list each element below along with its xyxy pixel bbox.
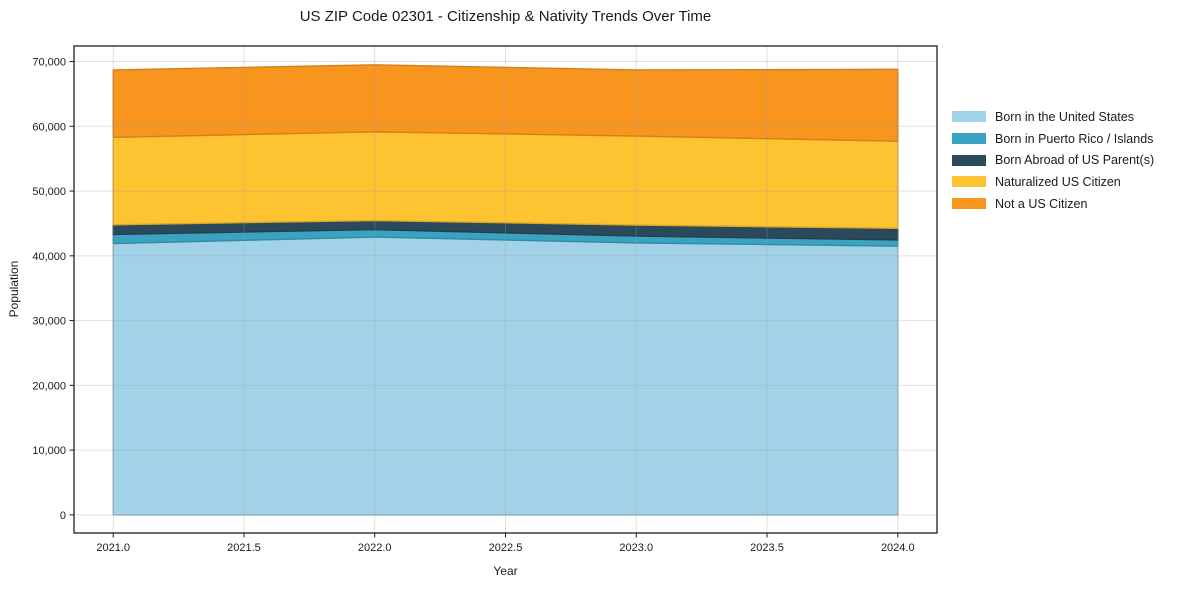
x-tick-label: 2024.0	[881, 542, 915, 554]
y-tick-label: 50,000	[32, 186, 66, 198]
legend-label: Born in the United States	[995, 109, 1134, 124]
legend-label: Naturalized US Citizen	[995, 174, 1121, 189]
axis-ticks	[69, 61, 899, 538]
plot-frame	[73, 45, 938, 534]
chart-title: US ZIP Code 02301 - Citizenship & Nativi…	[299, 8, 712, 25]
x-tick-label: 2022.5	[489, 542, 523, 554]
y-tick-label: 70,000	[32, 57, 66, 69]
legend-swatch	[952, 111, 986, 123]
legend: Born in the United States Born in Puerto …	[952, 106, 1154, 214]
x-tick-label: 2023.0	[619, 542, 653, 554]
x-tick-label: 2021.5	[227, 542, 261, 554]
legend-swatch	[952, 176, 986, 188]
x-tick-label: 2023.5	[750, 542, 784, 554]
legend-label: Not a US Citizen	[995, 196, 1088, 211]
x-tick-label: 2021.0	[96, 542, 130, 554]
legend-label: Born Abroad of US Parent(s)	[995, 153, 1155, 168]
legend-item: Naturalized US Citizen	[952, 171, 1154, 193]
stacked-areas	[112, 64, 899, 516]
x-tick-label: 2022.0	[358, 542, 392, 554]
area-series-5	[112, 64, 899, 142]
grid-lines	[74, 46, 937, 533]
legend-item: Born in the United States	[952, 106, 1154, 128]
legend-item: Not a US Citizen	[952, 193, 1154, 215]
legend-item: Born in Puerto Rico / Islands	[952, 128, 1154, 150]
legend-label: Born in Puerto Rico / Islands	[995, 131, 1154, 146]
legend-swatch	[952, 133, 986, 145]
x-axis-label: Year	[493, 564, 518, 578]
legend-item: Born Abroad of US Parent(s)	[952, 149, 1154, 171]
legend-swatch	[952, 154, 986, 166]
y-tick-label: 60,000	[32, 121, 66, 133]
legend-swatch	[952, 198, 986, 210]
y-tick-label: 30,000	[32, 316, 66, 328]
y-tick-label: 0	[60, 510, 66, 522]
axis-tick-labels: 2021.0 2021.5 2022.0 2022.5 2023.0 2023.5 2024…	[32, 57, 914, 554]
y-tick-label: 40,000	[32, 251, 66, 263]
y-tick-label: 10,000	[32, 445, 66, 457]
y-tick-label: 20,000	[32, 380, 66, 392]
y-axis-label: Population	[7, 260, 21, 318]
